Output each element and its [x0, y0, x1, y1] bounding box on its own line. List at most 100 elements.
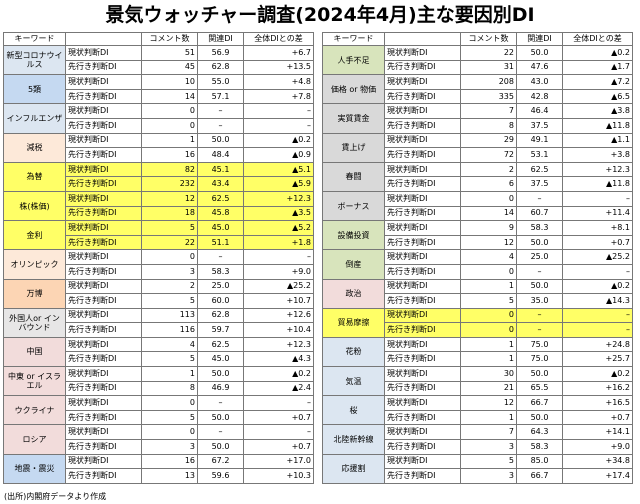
- row: 先行き判断DI 14 60.7 +11.4: [323, 205, 633, 222]
- keyword-cell: 株(株価): [3, 190, 66, 222]
- count-cell: 9: [460, 220, 517, 236]
- type-cell: 現状判断DI: [384, 278, 461, 295]
- di-cell: –: [516, 190, 563, 207]
- count-cell: 22: [141, 234, 198, 251]
- di-cell: 60.0: [197, 293, 244, 309]
- header-cell: 全体DIとの差: [243, 32, 314, 46]
- count-cell: 8: [460, 117, 517, 134]
- type-cell: 先行き判断DI: [65, 176, 142, 192]
- row: 春闘 現状判断DI 2 62.5 +12.3: [322, 161, 633, 192]
- row: 先行き判断DI 21 65.5 +16.2: [323, 380, 633, 397]
- count-cell: 0: [141, 424, 198, 441]
- count-cell: 5: [460, 293, 517, 309]
- row: 先行き判断DI 3 58.3 +9.0: [4, 263, 314, 280]
- diff-cell: ▲11.8: [562, 117, 633, 134]
- di-cell: 75.0: [516, 351, 563, 368]
- keyword-cell: 中東 or イスラエル: [3, 366, 66, 397]
- type-cell: 現状判断DI: [384, 249, 461, 265]
- di-cell: 50.0: [516, 234, 563, 251]
- type-cell: 先行き判断DI: [65, 88, 142, 105]
- di-cell: 55.0: [197, 74, 244, 90]
- diff-cell: +17.4: [562, 468, 633, 484]
- di-cell: 45.0: [197, 351, 244, 368]
- type-cell: 現状判断DI: [384, 45, 461, 61]
- row: 実質賃金 現状判断DI 7 46.4 ▲3.8: [322, 103, 633, 134]
- count-cell: 13: [141, 468, 198, 484]
- di-cell: 67.2: [197, 453, 244, 470]
- diff-cell: ▲1.7: [562, 59, 633, 76]
- diff-cell: ▲0.2: [243, 366, 314, 382]
- row: 政治 現状判断DI 1 50.0 ▲0.2: [322, 278, 633, 309]
- type-cell: 先行き判断DI: [384, 439, 461, 455]
- diff-cell: +12.3: [562, 161, 633, 178]
- diff-cell: +12.6: [243, 307, 314, 324]
- diff-cell: +3.8: [562, 147, 633, 163]
- type-cell: 現状判断DI: [65, 74, 142, 90]
- diff-cell: +4.8: [243, 74, 314, 90]
- keyword-cell: 5類: [3, 74, 66, 105]
- diff-cell: +0.7: [243, 439, 314, 455]
- row: 万博 現状判断DI 2 25.0 ▲25.2: [3, 278, 314, 309]
- type-cell: 現状判断DI: [65, 220, 142, 236]
- count-cell: 7: [460, 103, 517, 119]
- count-cell: 6: [460, 176, 517, 192]
- type-cell: 現状判断DI: [65, 453, 142, 470]
- keyword-cell: 賃上げ: [322, 132, 385, 163]
- row: 倒産 現状判断DI 4 25.0 ▲25.2: [322, 249, 633, 280]
- di-cell: 25.0: [516, 249, 563, 265]
- row: 先行き判断DI 1 50.0 +0.7: [323, 409, 633, 426]
- type-cell: 先行き判断DI: [65, 205, 142, 222]
- count-cell: 0: [141, 103, 198, 119]
- diff-cell: –: [243, 103, 314, 119]
- diff-cell: +0.7: [562, 409, 633, 426]
- diff-cell: –: [562, 307, 633, 324]
- type-cell: 先行き判断DI: [384, 147, 461, 163]
- row: 気温 現状判断DI 30 50.0 ▲0.2: [322, 366, 633, 397]
- row: 先行き判断DI 3 58.3 +9.0: [323, 439, 633, 455]
- keyword-cell: 中国: [3, 336, 66, 368]
- count-cell: 16: [141, 453, 198, 470]
- count-cell: 14: [141, 88, 198, 105]
- type-cell: 先行き判断DI: [65, 59, 142, 76]
- row: 人手不足 現状判断DI 22 50.0 ▲0.2: [322, 44, 633, 76]
- di-cell: 43.4: [197, 176, 244, 192]
- type-cell: 先行き判断DI: [384, 263, 461, 280]
- di-cell: 58.3: [197, 263, 244, 280]
- type-cell: 現状判断DI: [65, 132, 142, 149]
- diff-cell: ▲7.2: [562, 74, 633, 90]
- type-cell: 先行き判断DI: [65, 263, 142, 280]
- row: 設備投資 現状判断DI 9 58.3 +8.1: [322, 220, 633, 251]
- diff-cell: ▲1.1: [562, 132, 633, 149]
- row: 先行き判断DI 5 45.0 ▲4.3: [4, 351, 314, 368]
- row: 先行き判断DI 31 47.6 ▲1.7: [323, 59, 633, 76]
- keyword-cell: 万博: [3, 278, 66, 309]
- di-cell: 51.1: [197, 234, 244, 251]
- type-cell: 先行き判断DI: [384, 468, 461, 484]
- diff-cell: ▲0.2: [562, 45, 633, 61]
- header-cell: 関連DI: [197, 32, 244, 46]
- diff-cell: ▲3.8: [562, 103, 633, 119]
- type-cell: 現状判断DI: [65, 103, 142, 119]
- row: 先行き判断DI 45 62.8 +13.5: [4, 59, 314, 76]
- type-cell: 現状判断DI: [65, 45, 142, 61]
- count-cell: 8: [141, 380, 198, 397]
- count-cell: 2: [460, 161, 517, 178]
- count-cell: 208: [460, 74, 517, 90]
- count-cell: 21: [460, 380, 517, 397]
- di-cell: 50.0: [516, 366, 563, 382]
- di-cell: 64.3: [516, 424, 563, 441]
- count-cell: 1: [460, 409, 517, 426]
- count-cell: 0: [141, 249, 198, 265]
- count-cell: 1: [460, 278, 517, 295]
- count-cell: 0: [141, 117, 198, 134]
- count-cell: 22: [460, 45, 517, 61]
- keyword-cell: 金利: [3, 220, 66, 251]
- type-cell: 現状判断DI: [384, 336, 461, 353]
- row: 貿易摩擦 現状判断DI 0– –: [322, 307, 633, 338]
- type-cell: 先行き判断DI: [65, 409, 142, 426]
- type-cell: 先行き判断DI: [384, 117, 461, 134]
- keyword-cell: 実質賃金: [322, 103, 385, 134]
- di-cell: –: [516, 263, 563, 280]
- di-cell: –: [516, 307, 563, 324]
- diff-cell: +0.7: [562, 234, 633, 251]
